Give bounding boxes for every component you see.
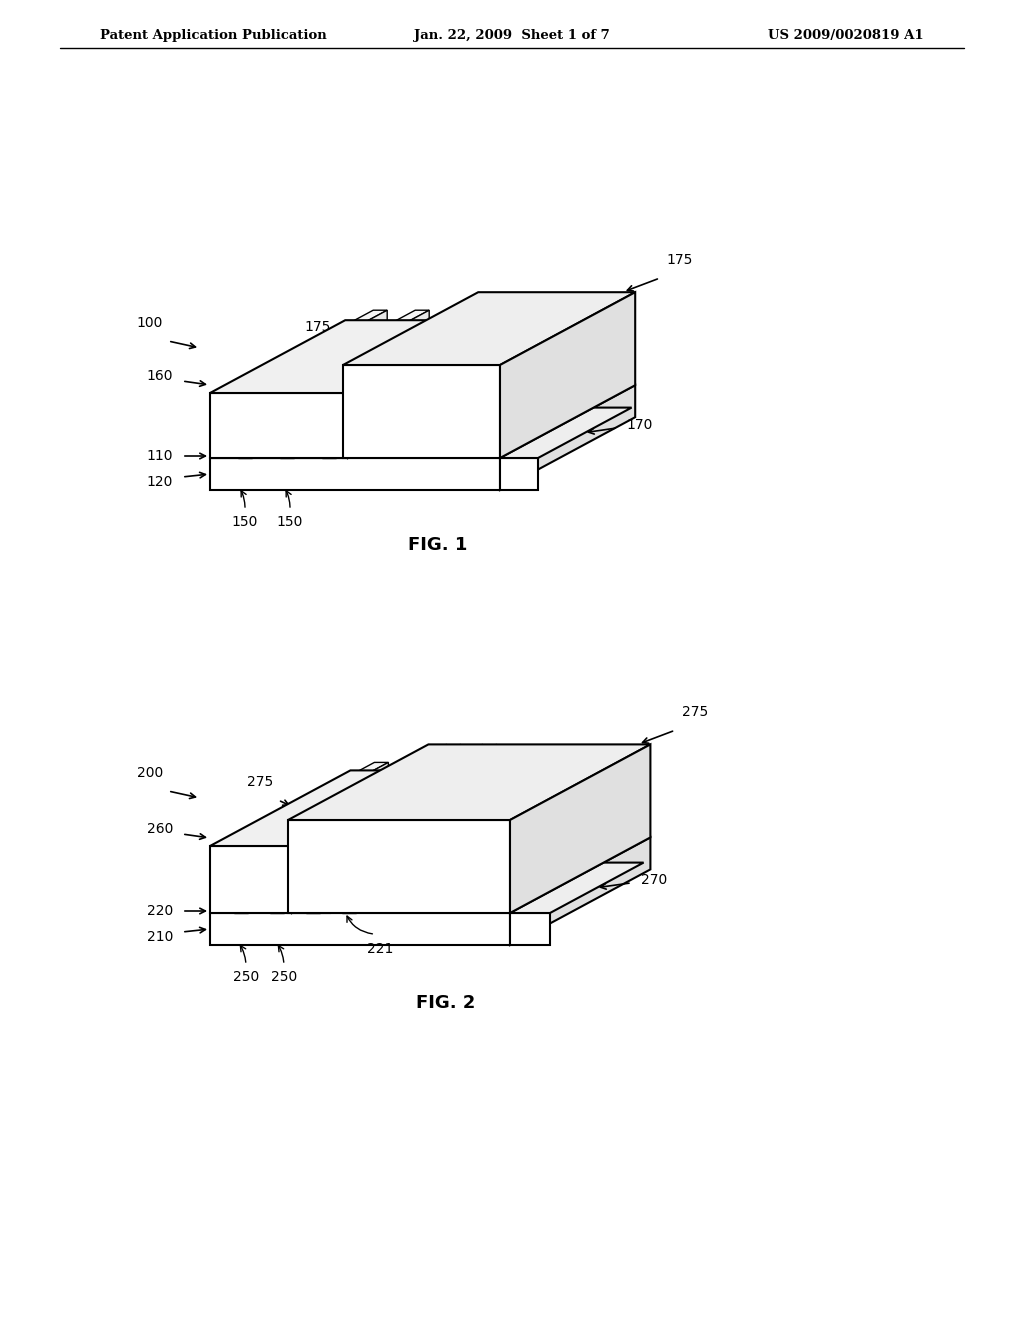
Polygon shape — [210, 771, 432, 846]
Polygon shape — [288, 744, 650, 820]
Polygon shape — [500, 458, 538, 490]
Text: 250: 250 — [271, 970, 297, 983]
Polygon shape — [356, 763, 497, 913]
Text: 221: 221 — [367, 942, 393, 956]
Text: 200: 200 — [137, 766, 163, 780]
Polygon shape — [210, 458, 500, 490]
Text: 100: 100 — [137, 315, 163, 330]
Text: FIG. 1: FIG. 1 — [408, 536, 467, 554]
Polygon shape — [210, 837, 650, 913]
Polygon shape — [294, 771, 470, 846]
Polygon shape — [294, 846, 330, 913]
Polygon shape — [284, 763, 424, 913]
Polygon shape — [510, 837, 650, 945]
Polygon shape — [319, 763, 461, 913]
Text: 160: 160 — [146, 370, 173, 383]
Polygon shape — [500, 408, 632, 458]
Polygon shape — [234, 838, 248, 913]
Polygon shape — [238, 383, 252, 458]
Polygon shape — [322, 383, 336, 458]
Polygon shape — [248, 763, 388, 913]
Polygon shape — [210, 385, 635, 458]
Polygon shape — [306, 838, 319, 913]
Polygon shape — [270, 763, 424, 838]
Polygon shape — [252, 310, 387, 458]
Polygon shape — [210, 846, 292, 913]
Polygon shape — [342, 763, 497, 838]
Text: 270: 270 — [641, 873, 667, 887]
Polygon shape — [280, 310, 429, 383]
Text: 260: 260 — [146, 822, 173, 836]
Text: Jan. 22, 2009  Sheet 1 of 7: Jan. 22, 2009 Sheet 1 of 7 — [414, 29, 610, 42]
Polygon shape — [322, 310, 471, 383]
Polygon shape — [270, 838, 284, 913]
Polygon shape — [234, 763, 388, 838]
Polygon shape — [500, 385, 635, 490]
Text: 250: 250 — [232, 970, 259, 983]
Text: 220: 220 — [146, 904, 173, 917]
Polygon shape — [336, 310, 471, 458]
Polygon shape — [510, 913, 550, 945]
Text: 210: 210 — [146, 931, 173, 944]
Polygon shape — [288, 820, 510, 913]
Text: 150: 150 — [276, 515, 303, 529]
Polygon shape — [343, 292, 635, 366]
Text: 275: 275 — [247, 775, 273, 789]
Polygon shape — [238, 310, 387, 383]
Text: 175: 175 — [667, 253, 693, 267]
Text: Patent Application Publication: Patent Application Publication — [100, 29, 327, 42]
Polygon shape — [348, 321, 483, 458]
Polygon shape — [306, 763, 461, 838]
Polygon shape — [342, 838, 356, 913]
Polygon shape — [280, 383, 294, 458]
Polygon shape — [343, 366, 500, 458]
Text: US 2009/0020819 A1: US 2009/0020819 A1 — [768, 29, 924, 42]
Polygon shape — [210, 393, 348, 458]
Polygon shape — [510, 744, 650, 913]
Text: FIG. 2: FIG. 2 — [416, 994, 475, 1012]
Text: 175: 175 — [305, 319, 331, 334]
Text: 275: 275 — [682, 705, 709, 719]
Polygon shape — [510, 862, 644, 913]
Text: 120: 120 — [146, 475, 173, 488]
Polygon shape — [210, 321, 483, 393]
Text: 170: 170 — [627, 418, 653, 432]
Polygon shape — [210, 913, 510, 945]
Polygon shape — [292, 771, 432, 913]
Text: 110: 110 — [146, 449, 173, 463]
Polygon shape — [500, 292, 635, 458]
Polygon shape — [294, 310, 429, 458]
Text: 150: 150 — [231, 515, 258, 529]
